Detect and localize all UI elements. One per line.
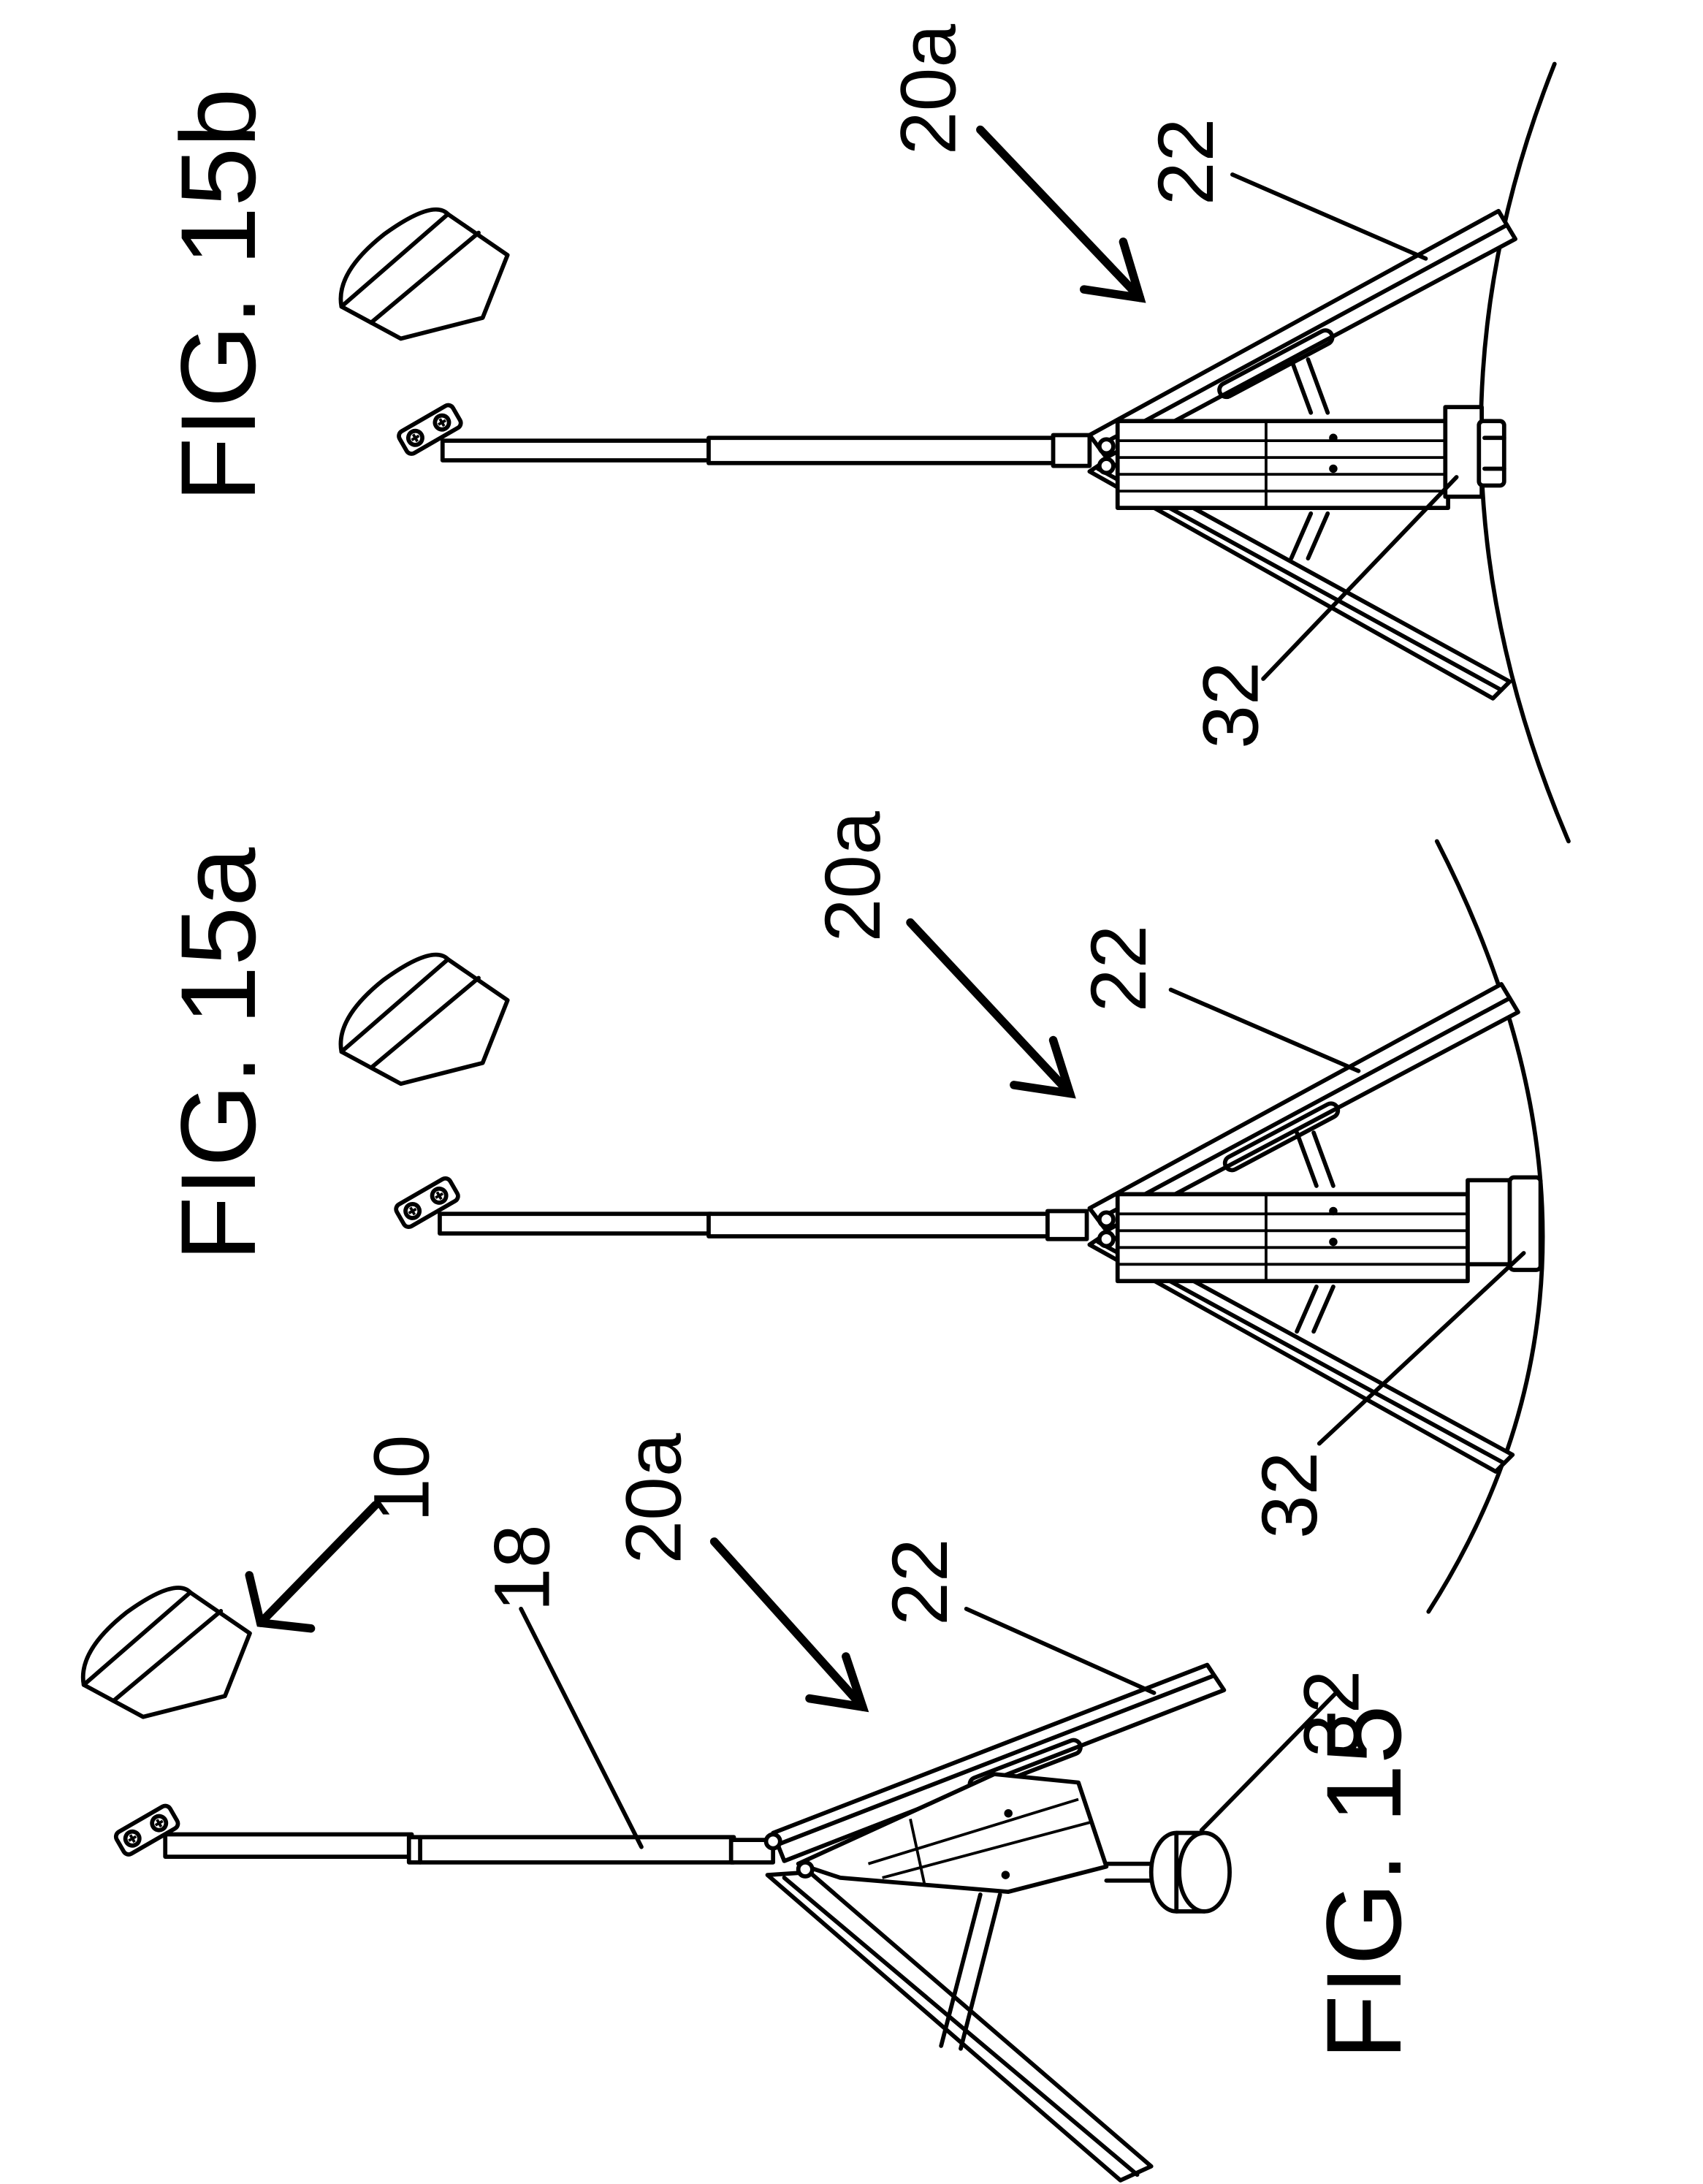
pole-15b (443, 435, 1090, 465)
weight-32-15 (1106, 1833, 1230, 1911)
ref-20a-15a: 20a (809, 811, 896, 942)
figure-label-15a: FIG. 15a (159, 847, 278, 1262)
ref-20a-15b: 20a (884, 24, 972, 155)
figure-15: FIG. 15 10 18 20a 22 32 (63, 1433, 1423, 2180)
leaders-15a (910, 923, 1524, 1444)
lamp-head-15b (321, 190, 525, 362)
tripod-15b (1089, 211, 1515, 699)
ref-22-15: 22 (876, 1538, 964, 1625)
ref-32-15b: 32 (1186, 661, 1274, 748)
pole-15a (440, 1211, 1087, 1239)
ref-22-15a: 22 (1075, 925, 1162, 1012)
lamp-head-15a (321, 935, 525, 1107)
ref-32-15: 32 (1287, 1670, 1375, 1757)
tripod-legs-15 (766, 1665, 1224, 2180)
leaders-15b (980, 130, 1457, 679)
ref-18: 18 (478, 1524, 565, 1611)
figure-label-15: FIG. 15 (1304, 1705, 1423, 2060)
pole-18-15 (165, 1834, 773, 1862)
ref-20a-15: 20a (610, 1433, 698, 1564)
figure-15b: FIG. 15b 20a 22 32 (159, 24, 1569, 842)
ref-32-15a: 32 (1246, 1452, 1333, 1539)
ref-22-15b: 22 (1142, 118, 1230, 205)
ref-10: 10 (358, 1435, 446, 1522)
figure-label-15b: FIG. 15b (159, 88, 278, 503)
lamp-head-15 (63, 1568, 267, 1740)
tripod-15a (1089, 984, 1540, 1472)
